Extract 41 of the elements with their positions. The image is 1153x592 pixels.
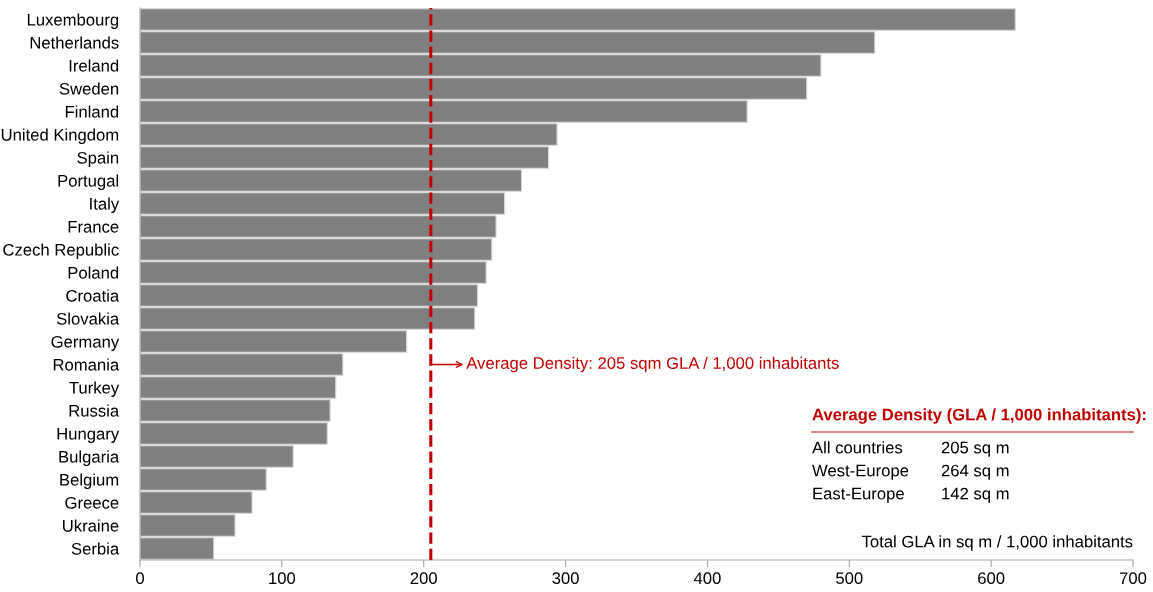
y-tick-label: Slovakia — [56, 312, 120, 325]
y-tick-label: Luxembourg — [27, 13, 119, 29]
y-tick-label: Romania — [53, 358, 120, 371]
annotation: East-Europe — [813, 487, 904, 503]
y-tick-label: Hungary — [57, 428, 120, 443]
x-tick-label: 500 — [836, 572, 863, 585]
y-tick-label: Croatia — [66, 289, 120, 302]
x-axis-title: Total GLA in sq m / 1,000 inhabitants — [861, 535, 1133, 551]
annotation: 142 sq m — [942, 487, 1009, 503]
annotation: West-Europe — [812, 464, 909, 480]
y-tick-label: Turkey — [69, 381, 120, 397]
ref-line-label: Average Density: 205 sqm GLA / 1,000 inhabitants — [466, 356, 839, 373]
y-tick-label: Belgium — [60, 473, 119, 489]
y-tick-label: Sweden — [59, 82, 119, 95]
y-tick-label: Spain — [77, 151, 119, 167]
annotation: 205 sq m — [941, 441, 1009, 457]
y-tick-label: Russia — [69, 404, 120, 417]
y-tick-label: Netherlands — [30, 36, 119, 49]
x-tick-label: 600 — [978, 572, 1005, 585]
x-tick-label: 100 — [269, 572, 296, 585]
annotation: All countries — [812, 441, 903, 454]
y-tick-label: Bulgaria — [59, 450, 120, 466]
y-tick-label: Serbia — [71, 542, 120, 555]
x-tick-label: 0 — [136, 572, 144, 585]
y-tick-label: France — [68, 221, 119, 233]
annotation: 264 sq m — [941, 464, 1009, 480]
y-tick-label: Czech Republic — [3, 243, 119, 259]
y-tick-label: Poland — [68, 266, 119, 279]
x-tick-label: 400 — [693, 572, 721, 585]
annotation: Average Density (GLA / 1,000 inhabitants): — [812, 408, 1146, 424]
y-tick-label: Italy — [90, 197, 120, 213]
x-tick-label: 700 — [1119, 572, 1147, 585]
y-tick-label: United Kingdom — [1, 128, 119, 144]
y-tick-label: Portugal — [58, 174, 119, 190]
y-tick-label: Ireland — [69, 59, 119, 72]
y-tick-label: Ukraine — [63, 519, 119, 532]
y-tick-label: Greece — [65, 496, 119, 509]
x-tick-label: 200 — [410, 572, 437, 585]
x-tick-label: 300 — [552, 572, 579, 585]
y-tick-label: Finland — [65, 105, 119, 118]
y-tick-label: Germany — [51, 335, 120, 351]
